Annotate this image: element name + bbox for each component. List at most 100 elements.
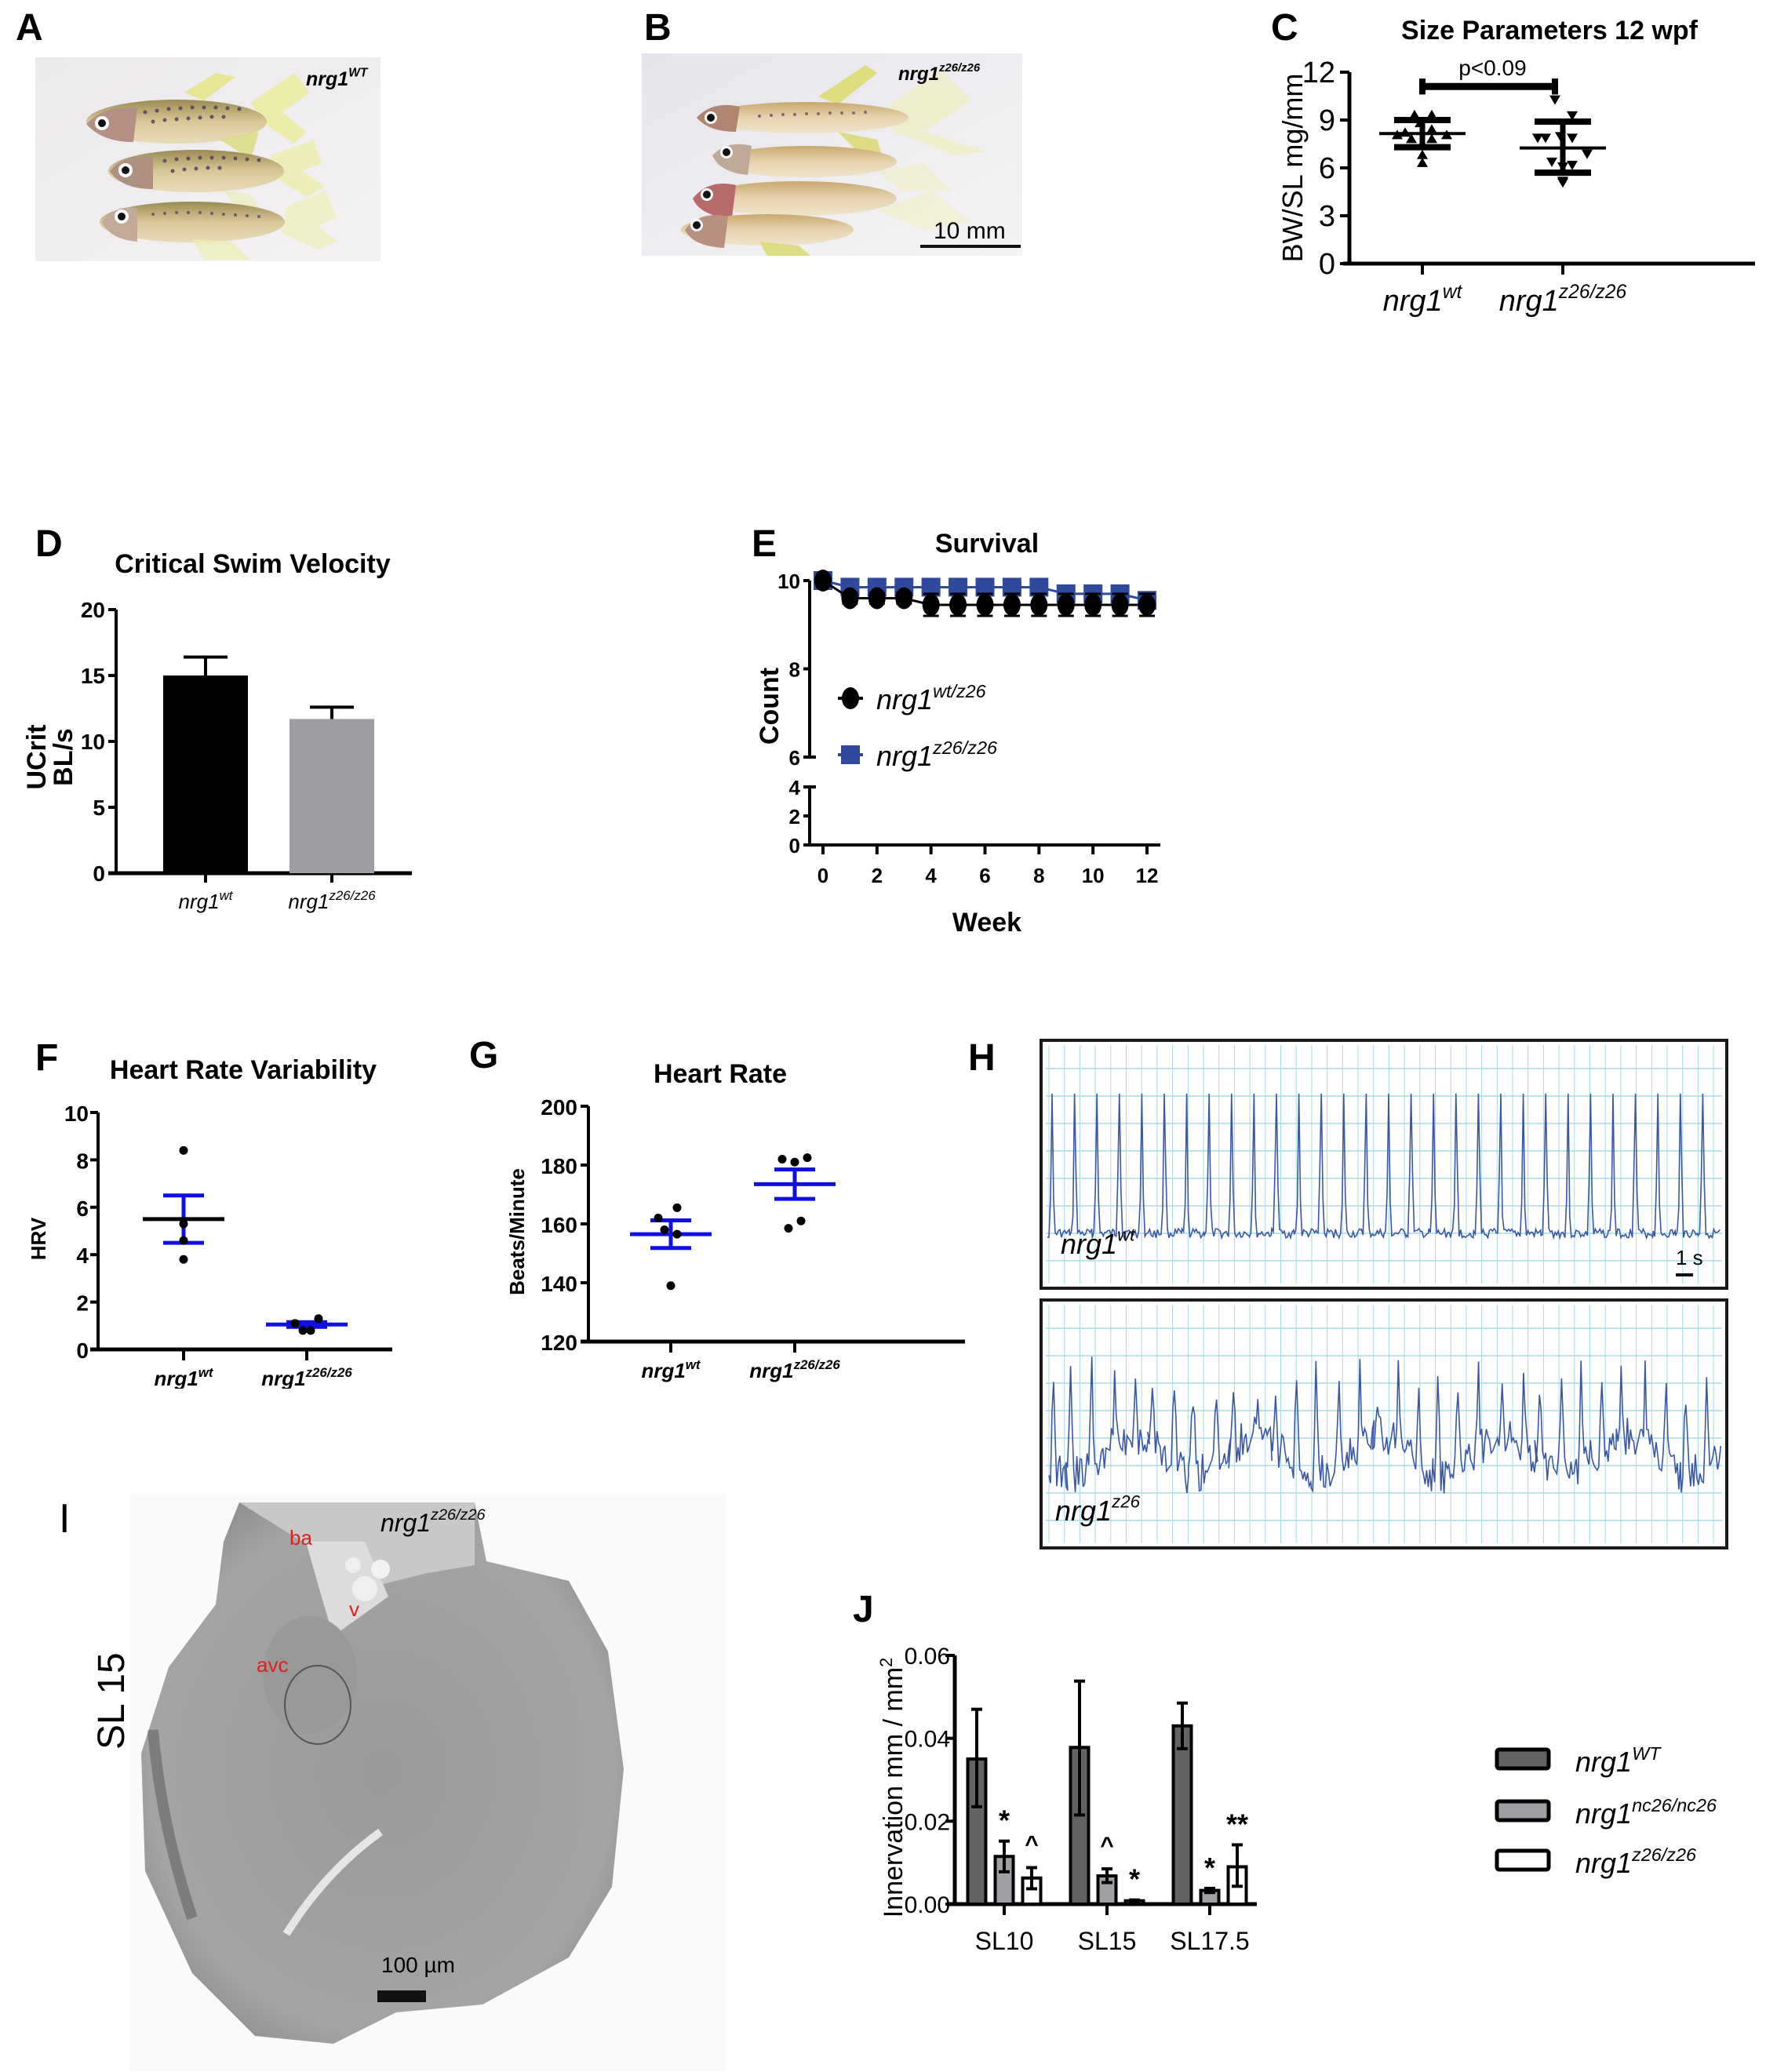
y-tick-label: 0.06	[905, 1644, 950, 1670]
data-point	[1426, 133, 1437, 144]
x-tick-label: SL15	[1078, 1927, 1137, 1955]
panel-g-letter: G	[469, 1035, 499, 1076]
data-point	[1111, 593, 1129, 616]
legend-swatch	[1495, 1747, 1551, 1771]
ecg-trace-z26	[1040, 1298, 1728, 1549]
chart-heart-rate-variability: Heart Rate Variability 0 2 4 6 8 10 HRV nrg1wt nr…	[27, 1055, 392, 1389]
data-point	[1057, 593, 1075, 616]
ecg-label-wt: nrg1wt	[1061, 1225, 1135, 1260]
bar	[1171, 1724, 1193, 1906]
y-tick-label: 200	[541, 1095, 577, 1120]
y-tick-label: 6	[1319, 152, 1335, 185]
y-tick-label: 0.04	[905, 1727, 950, 1753]
data-point	[1400, 127, 1411, 137]
label-v: v	[349, 1597, 359, 1621]
legend-swatch	[1495, 1848, 1551, 1872]
data-point	[1546, 157, 1557, 167]
significance-mark: **	[1226, 1808, 1248, 1840]
x-tick-label: nrg1wt	[154, 1365, 213, 1389]
data-point	[1557, 177, 1568, 187]
y-tick-label: 10	[64, 1102, 89, 1126]
y-tick-label: 8	[76, 1149, 89, 1173]
panel-a-letter: A	[16, 7, 43, 49]
x-tick-label: 6	[979, 864, 990, 887]
data-point	[1567, 111, 1578, 121]
y-tick-label: 120	[541, 1331, 577, 1355]
bar	[289, 719, 374, 873]
x-tick-label: SL17.5	[1170, 1927, 1249, 1955]
x-axis-label: Week	[952, 908, 1021, 938]
significance-mark: *	[1204, 1852, 1215, 1884]
x-tick-label: nrg1z26/z26	[288, 888, 376, 913]
panel-h-letter: H	[968, 1037, 996, 1079]
data-point	[1084, 593, 1102, 616]
heart-section-graphic: ba v avc	[129, 1495, 726, 2071]
data-point	[868, 587, 886, 610]
data-point	[1030, 593, 1048, 616]
y-tick-label: 20	[81, 598, 105, 622]
y-tick-label: 6	[76, 1196, 89, 1221]
chart-title: Critical Swim Velocity	[115, 549, 391, 579]
ecg-frame	[1040, 1039, 1728, 1290]
data-point	[672, 1229, 682, 1239]
panel-c-letter: C	[1271, 7, 1298, 49]
legend-marker	[842, 687, 859, 709]
panel-e-letter: E	[752, 523, 777, 565]
y-axis-label: BL/s	[49, 728, 78, 786]
ecg-scale-label: 1 s	[1676, 1246, 1703, 1269]
data-point	[179, 1219, 188, 1229]
data-point	[1540, 133, 1551, 144]
data-point	[777, 1155, 787, 1163]
y-tick-label: 0	[93, 861, 105, 886]
scale-bar	[920, 245, 1021, 248]
significance-mark: ^	[1025, 1832, 1039, 1858]
x-tick-label: 0	[817, 864, 828, 887]
data-point	[1532, 133, 1543, 144]
histology-section-image: ba v avc nrg1z26/z26 100 µm	[129, 1495, 726, 2071]
data-point	[841, 587, 859, 610]
label-ba: ba	[289, 1526, 312, 1549]
ecg-trace-line	[1047, 1093, 1721, 1240]
x-tick-label: 12	[1136, 864, 1159, 887]
panel-j-letter: J	[853, 1589, 874, 1630]
genotype-label-mutant: nrg1z26/z26	[898, 61, 981, 85]
ecg-trace-line	[1048, 1356, 1722, 1494]
data-point	[814, 570, 832, 592]
fish-photo-wt-graphic	[35, 57, 381, 261]
data-point	[672, 1203, 682, 1212]
panel-i-letter: I	[59, 1496, 71, 1542]
y-tick-label: 9	[1319, 104, 1335, 137]
x-tick-label: SL10	[975, 1927, 1034, 1955]
data-point	[1567, 160, 1578, 170]
histology-scale-label: 100 µm	[381, 1953, 455, 1977]
y-tick-label: 8	[789, 658, 800, 682]
fish	[86, 73, 310, 144]
genotype-label-section: nrg1z26/z26	[381, 1506, 486, 1537]
section-level-label: SL 15	[91, 1652, 133, 1750]
data-point	[1582, 149, 1593, 159]
data-point	[1417, 157, 1428, 167]
y-tick-label: 5	[93, 796, 105, 820]
panel-b-letter: B	[644, 7, 672, 49]
legend-label: nrg1nc26/nc26	[1575, 1795, 1717, 1830]
x-tick-label: 2	[872, 864, 883, 887]
x-tick-label: 8	[1033, 864, 1044, 887]
y-tick-label: 3	[1319, 200, 1335, 233]
y-tick-label: 180	[541, 1154, 577, 1178]
y-tick-label: 10	[777, 570, 800, 593]
y-tick-label: 0.02	[905, 1809, 950, 1835]
chart-heart-rate: Heart Rate 120 140 160 180 200 Beats/Minute nrg…	[505, 1059, 965, 1382]
y-tick-label: 160	[541, 1213, 577, 1237]
y-tick-label: 2	[76, 1291, 89, 1316]
bar	[163, 675, 248, 873]
y-tick-label: 4	[76, 1244, 89, 1268]
data-point	[290, 1319, 300, 1328]
fish	[693, 181, 971, 230]
data-point	[1549, 95, 1560, 105]
y-tick-label: 10	[81, 730, 105, 754]
data-point	[1409, 109, 1420, 119]
ecg-trace-wt	[1040, 1039, 1728, 1290]
y-tick-label: 6	[789, 746, 800, 770]
